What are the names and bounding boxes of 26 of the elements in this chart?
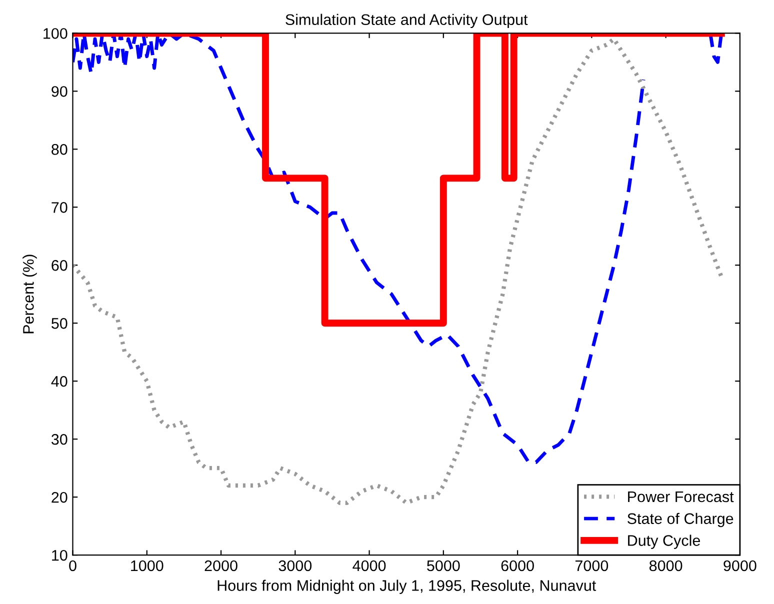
legend-label: Power Forecast bbox=[628, 492, 734, 502]
x-tick-label: 0 bbox=[69, 560, 76, 572]
y-tick-label: 30 bbox=[51, 434, 68, 445]
y-tick-label: 70 bbox=[52, 202, 68, 213]
y-tick-label: 20 bbox=[52, 492, 68, 503]
x-tick-label: 6000 bbox=[501, 560, 534, 572]
x-tick-label: 5000 bbox=[427, 560, 460, 572]
y-tick-label: 50 bbox=[52, 318, 68, 329]
y-tick-label: 100 bbox=[44, 28, 68, 39]
x-tick-label: 7000 bbox=[575, 560, 608, 572]
x-tick-label: 3000 bbox=[278, 560, 312, 572]
legend-label: State of Charge bbox=[628, 512, 734, 528]
y-tick-label: 80 bbox=[52, 144, 68, 155]
y-tick-label: 60 bbox=[52, 260, 68, 271]
legend-label: Duty Cycle bbox=[628, 534, 700, 549]
y-tick-label: 40 bbox=[51, 376, 68, 387]
x-tick-label: 4000 bbox=[352, 560, 386, 572]
x-tick-label: 9000 bbox=[724, 560, 756, 572]
y-tick-label: 90 bbox=[52, 86, 68, 97]
x-tick-label: 1000 bbox=[131, 560, 164, 572]
chart-title: Simulation State and Activity Output bbox=[286, 14, 528, 28]
x-axis-title: Hours from Midnight on July 1, 1995, Resolute, Nunavut bbox=[218, 580, 596, 594]
x-tick-label: 8000 bbox=[649, 560, 682, 572]
y-axis-title: Percent (%) bbox=[22, 254, 37, 334]
y-tick-label: 10 bbox=[52, 550, 68, 561]
x-tick-label: 2000 bbox=[204, 560, 238, 572]
